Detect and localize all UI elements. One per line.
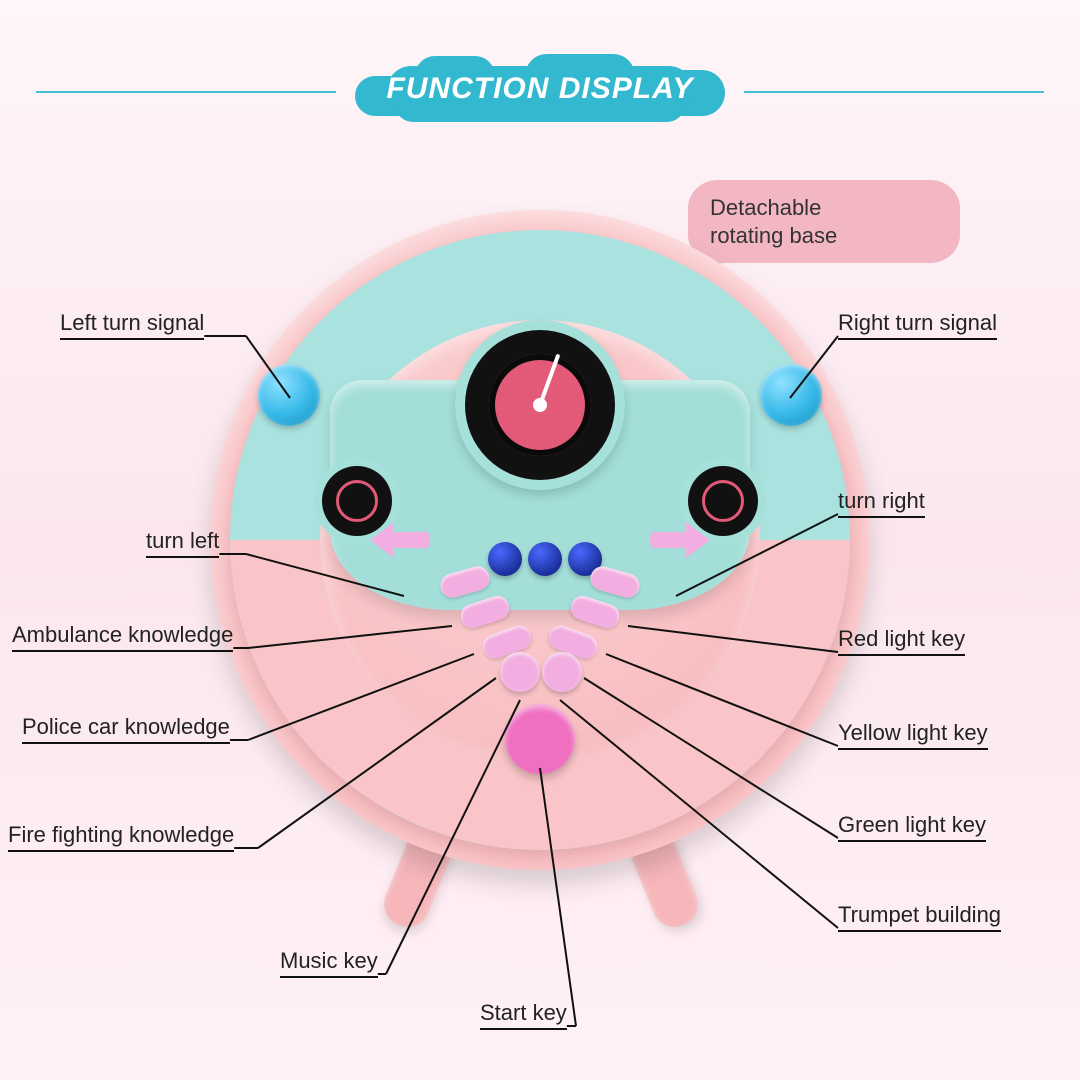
turn-right-arrow-icon xyxy=(650,518,714,562)
label-green-light-key: Green light key xyxy=(838,812,986,842)
left-turn-signal-light xyxy=(258,364,320,426)
infographic-stage: FUNCTION DISPLAY Detachablerotating base xyxy=(0,0,1080,1080)
indicator-dot-2 xyxy=(528,542,562,576)
header: FUNCTION DISPLAY xyxy=(0,56,1080,122)
label-yellow-light-key: Yellow light key xyxy=(838,720,988,750)
dash-panel xyxy=(330,380,750,610)
label-turn-right: turn right xyxy=(838,488,925,518)
turn-left-arrow-icon xyxy=(366,518,430,562)
right-turn-signal-light xyxy=(760,364,822,426)
label-red-light-key: Red light key xyxy=(838,626,965,656)
btn-music xyxy=(500,652,540,692)
label-fire-fighting-knowledge: Fire fighting knowledge xyxy=(8,822,234,852)
header-rule-left xyxy=(36,91,336,93)
label-right-turn-signal: Right turn signal xyxy=(838,310,997,340)
btn-trumpet xyxy=(542,652,582,692)
header-cloud: FUNCTION DISPLAY xyxy=(355,56,725,122)
label-police-car-knowledge: Police car knowledge xyxy=(22,714,230,744)
start-horn-button xyxy=(505,704,575,774)
label-turn-left: turn left xyxy=(146,528,219,558)
indicator-dot-1 xyxy=(488,542,522,576)
label-left-turn-signal: Left turn signal xyxy=(60,310,204,340)
label-ambulance-knowledge: Ambulance knowledge xyxy=(12,622,233,652)
header-title: FUNCTION DISPLAY xyxy=(355,72,725,106)
speedometer xyxy=(455,320,625,490)
header-rule-right xyxy=(744,91,1044,93)
label-music-key: Music key xyxy=(280,948,378,978)
label-trumpet-building: Trumpet building xyxy=(838,902,1001,932)
label-start-key: Start key xyxy=(480,1000,567,1030)
